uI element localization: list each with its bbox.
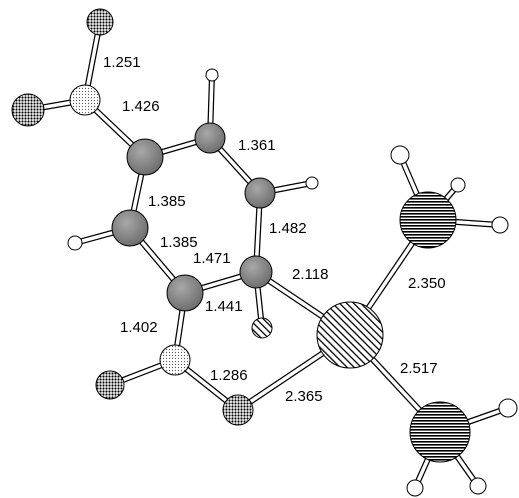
atom (306, 177, 318, 189)
bond-label: 1.385 (160, 234, 198, 251)
bond-label: 2.350 (408, 275, 446, 292)
bond-label: 1.441 (205, 298, 243, 315)
atom (195, 123, 225, 153)
atom (112, 210, 148, 246)
bond-label: 2.118 (292, 266, 328, 283)
bond-label: 1.251 (103, 54, 141, 71)
bond-label: 1.426 (122, 98, 160, 115)
atom (317, 302, 383, 368)
atom (407, 480, 423, 496)
bond-label: 1.286 (210, 367, 248, 384)
molecule-diagram: 1.251 1.426 1.361 1.385 1.482 1.385 1.47… (0, 0, 519, 498)
atom (451, 178, 465, 192)
bond-label: 1.482 (269, 220, 307, 237)
atom (470, 478, 486, 494)
atom (12, 94, 44, 126)
atom (492, 217, 508, 233)
bond-label: 1.471 (193, 250, 231, 267)
atom (68, 236, 82, 250)
atom (160, 345, 190, 375)
atom (240, 256, 272, 288)
atom (96, 371, 124, 399)
bond-label: 2.365 (285, 388, 323, 405)
atom (391, 146, 409, 164)
atom (70, 85, 100, 115)
atom (127, 139, 163, 175)
atom (410, 402, 470, 462)
bond-label: 1.361 (238, 137, 276, 154)
atom (223, 395, 253, 425)
bond-label: 2.517 (400, 360, 438, 377)
atom (400, 192, 456, 248)
atom (206, 69, 218, 81)
atom (252, 318, 272, 338)
atom (245, 178, 275, 208)
bond-label: 1.385 (148, 193, 186, 210)
bond-labels: 1.251 1.426 1.361 1.385 1.482 1.385 1.47… (103, 54, 446, 405)
atom (87, 9, 113, 35)
atom (167, 275, 203, 311)
atom (499, 399, 517, 417)
bond-label: 1.402 (120, 319, 158, 336)
